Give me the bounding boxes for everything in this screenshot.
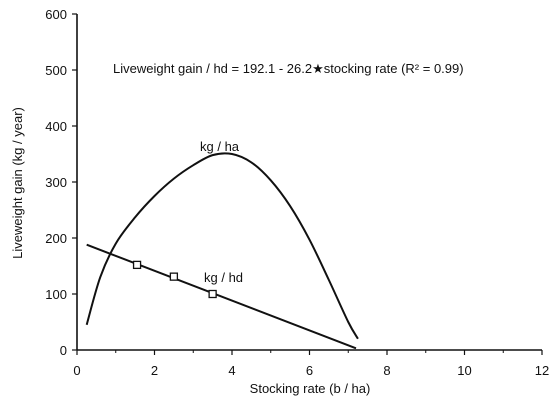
x-tick-label: 10 <box>457 363 471 378</box>
data-point-marker <box>208 289 217 299</box>
y-axis-title: Liveweight gain (kg / year) <box>10 107 25 259</box>
x-tick-label: 4 <box>228 363 235 378</box>
y-tick-label: 300 <box>45 175 67 190</box>
kg-hd-regression-line <box>86 243 357 350</box>
series-group <box>85 152 359 350</box>
kg-hd-line-label: kg / hd <box>204 270 243 285</box>
kg-ha-curve <box>85 152 359 340</box>
y-tick-label: 0 <box>60 343 67 358</box>
kg-ha-curve-label: kg / ha <box>200 139 240 154</box>
y-tick-label: 400 <box>45 119 67 134</box>
y-tick-label: 500 <box>45 63 67 78</box>
x-tick-label: 0 <box>73 363 80 378</box>
x-tick-label: 2 <box>151 363 158 378</box>
x-tick-label: 6 <box>306 363 313 378</box>
tick-labels: 0 2 4 6 8 10 12 0 100 200 300 400 500 600 <box>45 7 549 378</box>
y-tick-label: 100 <box>45 287 67 302</box>
axes <box>72 13 543 355</box>
x-axis-title: Stocking rate (b / ha) <box>250 381 371 396</box>
regression-equation: Liveweight gain / hd = 192.1 - 26.2★stoc… <box>113 61 464 76</box>
data-point-marker <box>132 260 142 270</box>
y-tick-label: 600 <box>45 7 67 22</box>
y-tick-label: 200 <box>45 231 67 246</box>
data-point-marker <box>169 272 179 281</box>
x-tick-label: 8 <box>383 363 390 378</box>
x-tick-label: 12 <box>535 363 549 378</box>
